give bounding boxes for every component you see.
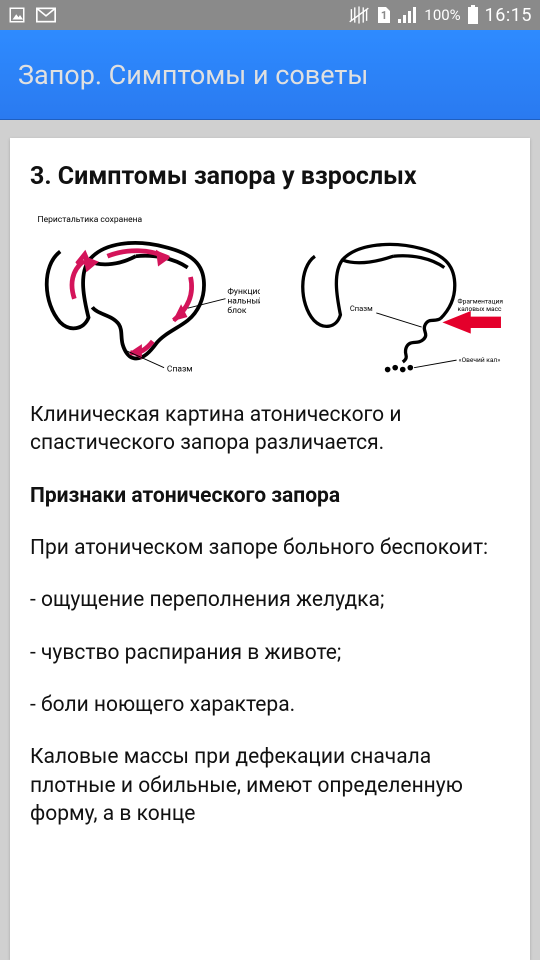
svg-text:Спазм: Спазм xyxy=(349,304,372,313)
svg-text:1: 1 xyxy=(381,9,387,22)
paragraph-lead: При атоническом запоре больного беспокои… xyxy=(30,534,510,562)
bullet-3: - боли ноющего характера. xyxy=(30,691,510,719)
vibrate-icon xyxy=(348,6,370,24)
svg-text:Перистальтика сохранена: Перистальтика сохранена xyxy=(38,215,143,225)
svg-text:каловых масс: каловых масс xyxy=(457,305,502,313)
paragraph-tail: Каловые массы при дефекации сначала плот… xyxy=(30,743,510,828)
svg-text:блок: блок xyxy=(227,306,246,316)
svg-text:Спазм: Спазм xyxy=(167,364,193,374)
paragraph-intro: Клиническая картина атонического и спаст… xyxy=(30,401,510,458)
svg-text:нальный: нальный xyxy=(227,296,260,306)
app-title: Запор. Симптомы и советы xyxy=(18,59,368,91)
illustration-row: Перистальтика сохранена xyxy=(30,209,510,379)
signal-icon xyxy=(398,7,418,23)
status-left xyxy=(8,6,56,24)
sim-icon: 1 xyxy=(376,5,392,25)
image-icon xyxy=(8,6,26,24)
status-bar: 1 100% 16:15 xyxy=(0,0,540,30)
bullet-1: - ощущение переполнения желудка; xyxy=(30,586,510,614)
svg-text:«Овечий кал»: «Овечий кал» xyxy=(458,356,500,364)
status-right: 1 100% 16:15 xyxy=(348,5,532,26)
svg-text:Функцио-: Функцио- xyxy=(227,287,260,297)
mail-icon xyxy=(36,7,56,23)
battery-percent: 100% xyxy=(424,6,460,24)
content-card[interactable]: 3. Симптомы запора у взрослых Перистальт… xyxy=(10,138,530,960)
page-body: 3. Симптомы запора у взрослых Перистальт… xyxy=(0,120,540,960)
illustration-left: Перистальтика сохранена xyxy=(30,209,260,379)
subheading: Признаки атонического запора xyxy=(30,482,510,510)
section-heading: 3. Симптомы запора у взрослых xyxy=(30,162,510,191)
clock: 16:15 xyxy=(485,5,532,26)
illustration-right: Спазм Фрагментация каловых масс «Овечий … xyxy=(280,209,510,379)
bullet-2: - чувство распирания в животе; xyxy=(30,639,510,667)
battery-icon xyxy=(467,5,479,25)
app-bar: Запор. Симптомы и советы xyxy=(0,30,540,120)
